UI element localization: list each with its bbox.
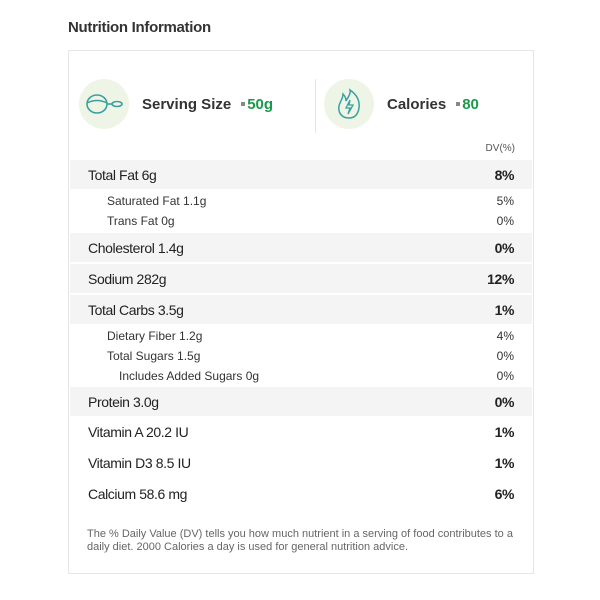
- nutrient-row: Total Carbs 3.5g 1%: [70, 295, 532, 324]
- nutrient-row: Saturated Fat 1.1g 5%: [70, 191, 532, 211]
- nutrient-row: Calcium 58.6 mg 6%: [70, 479, 532, 508]
- nutrient-label: Trans Fat 0g: [107, 214, 175, 228]
- footnote: The % Daily Value (DV) tells you how muc…: [87, 528, 513, 553]
- nutrient-dv: 6%: [494, 485, 515, 502]
- nutrient-label: Saturated Fat 1.1g: [107, 194, 207, 208]
- serving-size-value: 50g: [247, 95, 274, 113]
- nutrient-label: Total Carbs 3.5g: [88, 301, 184, 318]
- nutrient-row: Sodium 282g 12%: [70, 264, 532, 293]
- bullet: [456, 102, 461, 106]
- nutrient-label: Vitamin A 20.2 IU: [88, 423, 189, 440]
- nutrient-row: Total Fat 6g 8%: [70, 160, 532, 189]
- nutrient-row: Vitamin D3 8.5 IU 1%: [70, 448, 532, 477]
- dv-header: DV(%): [485, 143, 515, 154]
- nutrient-row: Cholesterol 1.4g 0%: [70, 233, 532, 262]
- serving-size: Serving Size 50g: [79, 79, 273, 129]
- nutrient-label: Includes Added Sugars 0g: [119, 369, 260, 383]
- nutrient-row: Includes Added Sugars 0g 0%: [70, 366, 532, 386]
- nutrient-label: Cholesterol 1.4g: [88, 239, 184, 256]
- nutrient-dv: 0%: [496, 369, 514, 383]
- nutrient-label: Total Sugars 1.5g: [107, 349, 201, 363]
- nutrient-label: Calcium 58.6 mg: [88, 485, 188, 502]
- nutrition-panel: Serving Size 50g Calories 80 DV(%) Total…: [68, 50, 534, 574]
- calories: Calories 80: [324, 79, 479, 129]
- nutrient-dv: 0%: [494, 239, 515, 256]
- calories-label: Calories: [387, 95, 447, 113]
- nutrient-label: Protein 3.0g: [88, 393, 159, 410]
- nutrient-dv: 1%: [494, 423, 515, 440]
- nutrient-row: Vitamin A 20.2 IU 1%: [70, 417, 532, 446]
- nutrient-dv: 0%: [494, 393, 515, 410]
- serving-size-label: Serving Size: [142, 95, 232, 113]
- calories-value: 80: [462, 95, 479, 113]
- nutrient-dv: 8%: [494, 166, 515, 183]
- nutrient-dv: 0%: [496, 349, 514, 363]
- nutrient-row: Trans Fat 0g 0%: [70, 211, 532, 231]
- divider: [315, 79, 316, 133]
- nutrient-row: Protein 3.0g 0%: [70, 387, 532, 416]
- nutrient-label: Sodium 282g: [88, 270, 167, 287]
- nutrient-label: Vitamin D3 8.5 IU: [88, 454, 191, 471]
- nutrient-row: Total Sugars 1.5g 0%: [70, 346, 532, 366]
- nutrient-dv: 12%: [487, 270, 514, 287]
- nutrient-row: Dietary Fiber 1.2g 4%: [70, 326, 532, 346]
- nutrient-dv: 0%: [496, 214, 514, 228]
- nutrient-dv: 1%: [494, 454, 515, 471]
- nutrient-dv: 1%: [494, 301, 515, 318]
- scoop-icon: [79, 79, 129, 129]
- summary: Serving Size 50g Calories 80: [69, 51, 533, 161]
- flame-bolt-icon: [324, 79, 374, 129]
- nutrient-label: Total Fat 6g: [88, 166, 157, 183]
- bullet: [241, 102, 246, 106]
- nutrient-dv: 5%: [496, 194, 514, 208]
- nutrient-label: Dietary Fiber 1.2g: [107, 329, 203, 343]
- section-title: Nutrition Information: [68, 19, 211, 36]
- nutrient-dv: 4%: [496, 329, 514, 343]
